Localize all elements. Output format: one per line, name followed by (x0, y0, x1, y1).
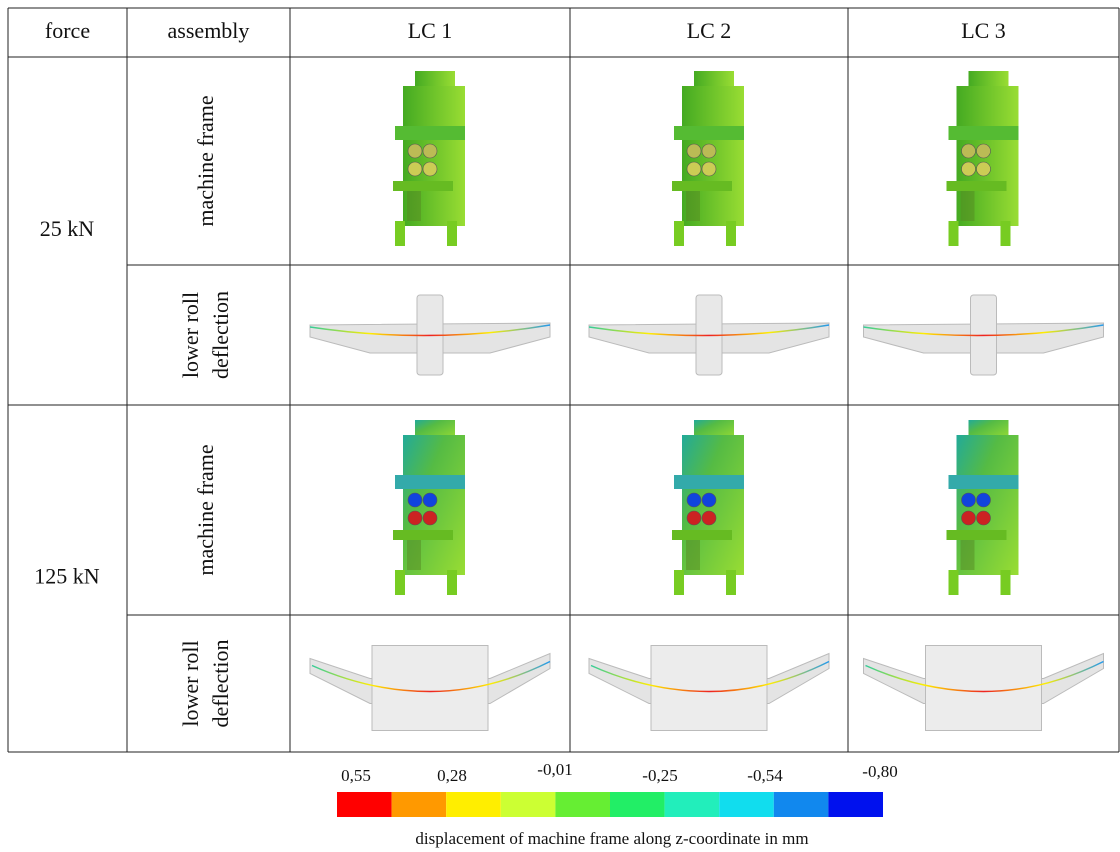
frame-part (447, 221, 457, 246)
frame-part (674, 475, 744, 489)
roll-part (687, 511, 701, 525)
assembly-cell: lower roll (178, 640, 203, 726)
color-swatch (555, 792, 610, 817)
legend-label: 0,55 (341, 766, 371, 785)
roll-part (408, 511, 422, 525)
header-cell: assembly (168, 18, 250, 43)
roll-part (408, 144, 422, 158)
frame-part (1001, 221, 1011, 246)
frame-part (726, 570, 736, 595)
force-cell: 125 kN (34, 564, 100, 589)
legend-label: -0,01 (537, 760, 572, 779)
assembly-cell: deflection (208, 640, 233, 728)
frame-part (674, 570, 684, 595)
color-swatch (392, 792, 447, 817)
frame-part (961, 540, 975, 570)
frame-part (947, 181, 1007, 191)
roll-part (962, 511, 976, 525)
frame-part (674, 126, 744, 140)
roll-part (423, 144, 437, 158)
frame-render (672, 420, 744, 595)
assembly-cell: lower roll (178, 292, 203, 378)
header-cell: force (45, 18, 90, 43)
header-cell: LC 2 (687, 18, 732, 43)
frame-part (947, 530, 1007, 540)
frame-part (395, 475, 465, 489)
roll-render (589, 646, 829, 731)
roll-part (962, 493, 976, 507)
roll-part (977, 493, 991, 507)
frame-part (686, 540, 700, 570)
frame-part (949, 475, 1019, 489)
roll-part (408, 493, 422, 507)
roll-part (702, 511, 716, 525)
legend-label: -0,54 (747, 766, 783, 785)
header-cell: LC 1 (408, 18, 453, 43)
roll-part (962, 144, 976, 158)
legend-label: 0,28 (437, 766, 467, 785)
force-cell: 25 kN (40, 216, 95, 241)
color-swatch (828, 792, 883, 817)
roll-part (408, 162, 422, 176)
roll-part (977, 511, 991, 525)
assembly-cell: machine frame (193, 95, 218, 226)
roll-part (977, 162, 991, 176)
frame-part (726, 221, 736, 246)
frame-part (949, 570, 959, 595)
frame-render (947, 71, 1019, 246)
roll-part (423, 493, 437, 507)
color-swatch (719, 792, 774, 817)
roll-part (423, 511, 437, 525)
roll-part (977, 144, 991, 158)
frame-render (672, 71, 744, 246)
figure: force assembly LC 1 LC 2 LC 3 25 kN machine fr… (0, 0, 1120, 852)
roll-render (310, 646, 550, 731)
frame-part (961, 191, 975, 221)
frame-part (407, 540, 421, 570)
roll-part (702, 493, 716, 507)
roll-part (702, 144, 716, 158)
frame-part (672, 530, 732, 540)
roll-render (864, 295, 1104, 375)
legend-caption: displacement of machine frame along z-co… (415, 829, 808, 848)
frame-part (686, 191, 700, 221)
color-swatch (446, 792, 501, 817)
roll-part (687, 144, 701, 158)
roll-render (864, 646, 1104, 731)
frame-render (393, 71, 465, 246)
legend-label: -0,80 (862, 762, 897, 781)
frame-part (407, 191, 421, 221)
color-swatch (337, 792, 392, 817)
frame-part (395, 570, 405, 595)
roll-part (423, 162, 437, 176)
roll-part (687, 493, 701, 507)
frame-render (393, 420, 465, 595)
frame-render (947, 420, 1019, 595)
frame-part (393, 530, 453, 540)
frame-part (1001, 570, 1011, 595)
frame-part (949, 126, 1019, 140)
frame-part (949, 221, 959, 246)
roll-part (687, 162, 701, 176)
color-swatch (610, 792, 665, 817)
frame-part (395, 221, 405, 246)
header-cell: LC 3 (961, 18, 1006, 43)
roll-part (962, 162, 976, 176)
legend-label: -0,25 (642, 766, 677, 785)
color-swatch (774, 792, 829, 817)
assembly-cell: deflection (208, 291, 233, 379)
roll-part (702, 162, 716, 176)
frame-part (447, 570, 457, 595)
frame-part (674, 221, 684, 246)
color-swatch (665, 792, 720, 817)
frame-part (393, 181, 453, 191)
roll-render (310, 295, 550, 375)
frame-part (672, 181, 732, 191)
assembly-cell: machine frame (193, 444, 218, 575)
color-swatch (501, 792, 556, 817)
roll-render (589, 295, 829, 375)
frame-part (395, 126, 465, 140)
